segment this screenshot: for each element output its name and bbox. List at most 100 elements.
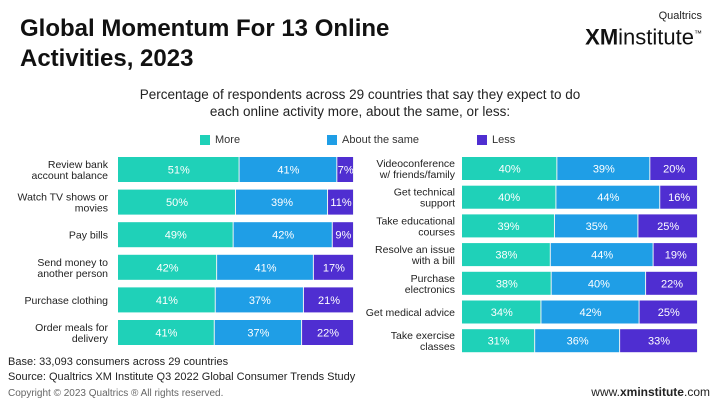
category-label-right: Resolve an issue with a bill xyxy=(375,244,455,267)
category-label-left: Pay bills xyxy=(69,230,108,242)
bar-segment-left-more xyxy=(118,254,217,280)
bar-segment-left-about-the-same xyxy=(233,222,332,248)
bar-segment-right-about-the-same xyxy=(550,243,653,267)
logo-tm: ™ xyxy=(694,29,702,38)
chart-subtitle: Percentage of respondents across 29 coun… xyxy=(139,87,581,119)
bar-segment-right-less xyxy=(620,329,697,353)
legend-label-more: More xyxy=(215,134,241,146)
logo-xm: XM xyxy=(585,24,619,50)
category-label-left: Review bank account balance xyxy=(32,159,109,182)
bar-segment-left-more xyxy=(118,320,214,345)
website-link[interactable]: www.xminstitute.com xyxy=(591,385,710,399)
logo-wordmark: XMinstitute™ xyxy=(585,22,702,49)
bar-segment-right-less xyxy=(639,300,697,324)
bar-segment-left-more xyxy=(118,287,215,313)
bar-segment-right-more xyxy=(462,185,556,209)
bar-segment-left-less xyxy=(313,254,353,280)
bar-value-label: 37% xyxy=(249,295,271,307)
logo-qualtrics-text: Qualtrics xyxy=(658,10,702,22)
bar-value-label: 41% xyxy=(156,295,178,307)
bar-segment-right-about-the-same xyxy=(556,185,660,209)
bar-segment-left-less xyxy=(302,320,353,345)
bar-value-label: 7% xyxy=(338,165,354,177)
bar-value-label: 20% xyxy=(663,164,685,176)
bar-value-label: 51% xyxy=(168,165,190,177)
bar-value-label: 40% xyxy=(498,192,520,204)
bar-segment-right-less xyxy=(646,271,697,295)
page-title: Global Momentum For 13 Online Activities… xyxy=(20,15,390,72)
xm-institute-logo: Qualtrics XMinstitute™ xyxy=(585,10,702,49)
bar-segment-right-more xyxy=(462,243,550,267)
bar-value-label: 36% xyxy=(567,336,589,348)
category-label-right: Get technical support xyxy=(394,187,455,210)
bar-segment-right-more xyxy=(462,157,557,180)
category-label-right: Purchase electronics xyxy=(405,273,455,296)
bar-value-label: 16% xyxy=(668,192,690,204)
bar-value-label: 50% xyxy=(166,197,188,209)
bar-value-label: 40% xyxy=(588,278,610,290)
bar-value-label: 35% xyxy=(586,221,608,233)
bar-value-label: 11% xyxy=(330,197,351,209)
bar-value-label: 33% xyxy=(648,336,670,348)
bar-segment-right-about-the-same xyxy=(535,329,620,353)
bar-value-label: 49% xyxy=(165,230,187,242)
bar-value-label: 44% xyxy=(597,192,619,204)
website-prefix: www. xyxy=(591,385,620,399)
bar-value-label: 25% xyxy=(657,221,679,233)
bar-value-label: 39% xyxy=(593,164,615,176)
legend-label-less: Less xyxy=(492,134,516,146)
bar-segment-right-more xyxy=(462,300,541,324)
legend-item-more: More xyxy=(200,134,240,146)
bar-value-label: 38% xyxy=(496,278,518,290)
bar-segment-left-less xyxy=(337,157,353,182)
logo-institute: institute xyxy=(618,24,694,50)
bar-segment-right-more xyxy=(462,329,535,353)
bar-segment-left-more xyxy=(118,222,233,248)
category-label-right: Get medical advice xyxy=(366,307,455,319)
footer-source: Source: Qualtrics XM Institute Q3 2022 G… xyxy=(8,371,356,383)
bar-value-label: 44% xyxy=(591,250,613,262)
bar-value-label: 41% xyxy=(254,262,276,274)
bar-segment-left-less xyxy=(328,189,353,215)
bar-value-label: 40% xyxy=(499,164,521,176)
bar-segment-right-about-the-same xyxy=(551,271,646,295)
bar-value-label: 22% xyxy=(317,328,339,340)
bar-value-label: 41% xyxy=(277,165,299,177)
bar-value-label: 34% xyxy=(491,307,513,319)
legend-label-same: About the same xyxy=(342,134,420,146)
bar-segment-right-more xyxy=(462,271,551,295)
bar-segment-right-about-the-same xyxy=(557,157,650,180)
bar-segment-left-less xyxy=(332,222,353,248)
bar-segment-right-about-the-same xyxy=(541,300,639,324)
bar-segment-left-about-the-same xyxy=(239,157,337,182)
bar-value-label: 37% xyxy=(247,328,269,340)
bar-segment-right-less xyxy=(660,185,697,209)
bar-value-label: 21% xyxy=(318,295,340,307)
website-suffix: .com xyxy=(683,385,710,399)
footer-base: Base: 33,093 consumers across 29 countri… xyxy=(8,356,229,368)
category-label-left: Watch TV shows or movies xyxy=(18,192,109,215)
bar-value-label: 42% xyxy=(579,307,601,319)
category-label-left: Order meals for delivery xyxy=(35,322,109,345)
bar-value-label: 17% xyxy=(323,262,345,274)
legend-item-less: Less xyxy=(477,134,515,146)
category-label-right: Take educational courses xyxy=(376,215,455,238)
bar-value-label: 9% xyxy=(335,230,351,242)
footer-copyright: Copyright © 2023 Qualtrics ® All rights … xyxy=(8,388,224,399)
bar-segment-left-more xyxy=(118,157,239,182)
legend-swatch-less xyxy=(477,135,487,145)
bar-value-label: 42% xyxy=(157,262,179,274)
bar-segment-right-less xyxy=(638,214,697,238)
bar-segment-right-about-the-same xyxy=(554,214,638,238)
bar-segment-left-more xyxy=(118,189,235,215)
category-label-right: Take exercise classes xyxy=(391,330,455,353)
legend-item-same: About the same xyxy=(327,134,419,146)
bar-value-label: 25% xyxy=(658,307,680,319)
legend-swatch-more xyxy=(200,135,210,145)
bar-segment-left-less xyxy=(303,287,353,313)
bar-segment-left-about-the-same xyxy=(236,189,328,215)
bar-value-label: 22% xyxy=(661,278,683,290)
bar-segment-left-about-the-same xyxy=(217,254,313,280)
bar-segment-left-about-the-same xyxy=(214,320,302,345)
